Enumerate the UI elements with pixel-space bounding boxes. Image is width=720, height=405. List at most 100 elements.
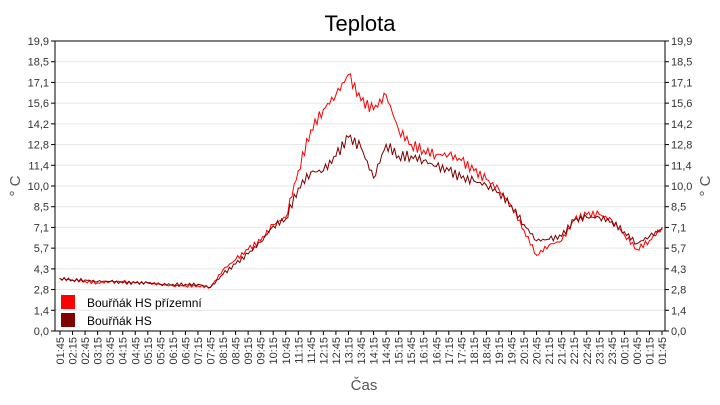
x-tick-label: 14:15 xyxy=(369,337,381,365)
x-tick-label: 02:15 xyxy=(68,337,80,365)
data-point xyxy=(535,254,538,256)
data-point xyxy=(297,187,299,189)
x-tick-label: 19:45 xyxy=(507,337,519,365)
legend-label: Bouřňák HS xyxy=(87,314,152,328)
data-point xyxy=(159,283,161,285)
x-tick-label: 00:15 xyxy=(619,337,631,365)
x-tick-label: 10:15 xyxy=(268,337,280,365)
data-point xyxy=(611,219,613,221)
data-point xyxy=(561,235,563,237)
data-point xyxy=(234,258,237,261)
x-tick-label: 04:45 xyxy=(130,337,142,365)
data-point xyxy=(535,240,538,242)
y-tick-label: 2,8 xyxy=(34,285,49,297)
data-point xyxy=(385,94,387,96)
data-point xyxy=(435,165,437,167)
y-tick-label: 10,0 xyxy=(28,181,49,193)
data-point xyxy=(209,286,212,288)
data-point xyxy=(172,283,174,285)
data-point xyxy=(335,94,337,96)
data-point xyxy=(372,108,375,111)
x-tick-label: 06:15 xyxy=(168,337,180,365)
y-tick-label-right: 12,8 xyxy=(671,140,692,152)
y-tick-label-right: 0,0 xyxy=(671,326,686,338)
data-point xyxy=(272,225,274,227)
data-point xyxy=(523,224,525,226)
y-tick-label-right: 10,0 xyxy=(671,181,692,193)
y-tick-label: 1,4 xyxy=(34,305,49,317)
data-point xyxy=(460,177,462,179)
data-point xyxy=(410,155,412,157)
x-tick-label: 23:15 xyxy=(594,337,606,365)
data-point xyxy=(310,171,312,173)
y-tick-label: 7,1 xyxy=(34,222,49,234)
data-point xyxy=(272,224,274,226)
data-point xyxy=(548,238,550,240)
x-tick-label: 23:45 xyxy=(607,337,619,365)
data-point xyxy=(222,269,224,271)
y-tick-label-right: 7,1 xyxy=(671,222,686,234)
data-point xyxy=(260,240,262,242)
y-tick-label-right: 2,8 xyxy=(671,285,686,297)
data-point xyxy=(473,170,475,172)
x-tick-label: 14:45 xyxy=(381,337,393,365)
data-point xyxy=(611,221,613,223)
y-tick-label: 17,1 xyxy=(28,77,49,89)
data-point xyxy=(347,73,350,76)
data-point xyxy=(485,184,488,186)
x-tick-label: 12:45 xyxy=(331,337,343,365)
data-point xyxy=(372,177,375,179)
x-tick-label: 18:15 xyxy=(469,337,481,365)
data-point xyxy=(247,248,249,250)
x-tick-label: 01:15 xyxy=(644,337,656,365)
x-tick-label: 15:45 xyxy=(406,337,418,365)
y-tick-label: 15,6 xyxy=(28,98,49,110)
data-point xyxy=(322,170,324,172)
x-tick-label: 05:45 xyxy=(155,337,167,365)
data-point xyxy=(247,253,249,255)
x-axis-label: Čas xyxy=(351,377,378,394)
data-point xyxy=(586,213,588,216)
x-tick-label: 13:45 xyxy=(356,337,368,365)
data-point xyxy=(636,242,638,245)
y-axis-label: ° C xyxy=(7,175,24,196)
x-tick-label: 03:15 xyxy=(93,337,105,365)
x-tick-label: 01:45 xyxy=(657,337,669,365)
series-line-0 xyxy=(59,73,663,289)
x-tick-label: 03:45 xyxy=(105,337,117,365)
x-tick-label: 17:45 xyxy=(456,337,468,365)
data-point xyxy=(448,154,450,156)
x-tick-label: 12:15 xyxy=(318,337,330,365)
data-point xyxy=(623,234,625,236)
data-point xyxy=(573,219,575,221)
x-tick-label: 07:45 xyxy=(206,337,218,365)
y-tick-label: 11,4 xyxy=(28,160,49,172)
data-point xyxy=(335,155,337,157)
data-point xyxy=(310,129,312,131)
data-point xyxy=(197,283,199,285)
y-tick-label: 19,9 xyxy=(28,36,49,48)
x-tick-label: 21:45 xyxy=(557,337,569,365)
data-point xyxy=(423,159,425,162)
y-tick-label: 5,7 xyxy=(34,243,49,255)
x-tick-label: 22:15 xyxy=(569,337,581,365)
data-point xyxy=(661,228,663,230)
x-tick-label: 15:15 xyxy=(394,337,406,365)
data-point xyxy=(122,280,124,283)
x-tick-label: 16:45 xyxy=(431,337,443,365)
y-tick-label: 4,3 xyxy=(34,264,49,276)
data-point xyxy=(548,244,550,246)
x-tick-label: 08:45 xyxy=(231,337,243,365)
y-tick-label: 14,2 xyxy=(28,119,49,131)
data-point xyxy=(598,216,600,218)
data-point xyxy=(398,155,400,157)
x-tick-label: 08:15 xyxy=(218,337,230,365)
data-point xyxy=(147,282,149,284)
y-tick-label-right: 17,1 xyxy=(671,77,692,89)
y-tick-label-right: 19,9 xyxy=(671,36,692,48)
data-point xyxy=(59,277,61,280)
x-tick-label: 10:45 xyxy=(281,337,293,365)
y-tick-label: 18,5 xyxy=(28,57,49,69)
data-point xyxy=(360,100,362,102)
